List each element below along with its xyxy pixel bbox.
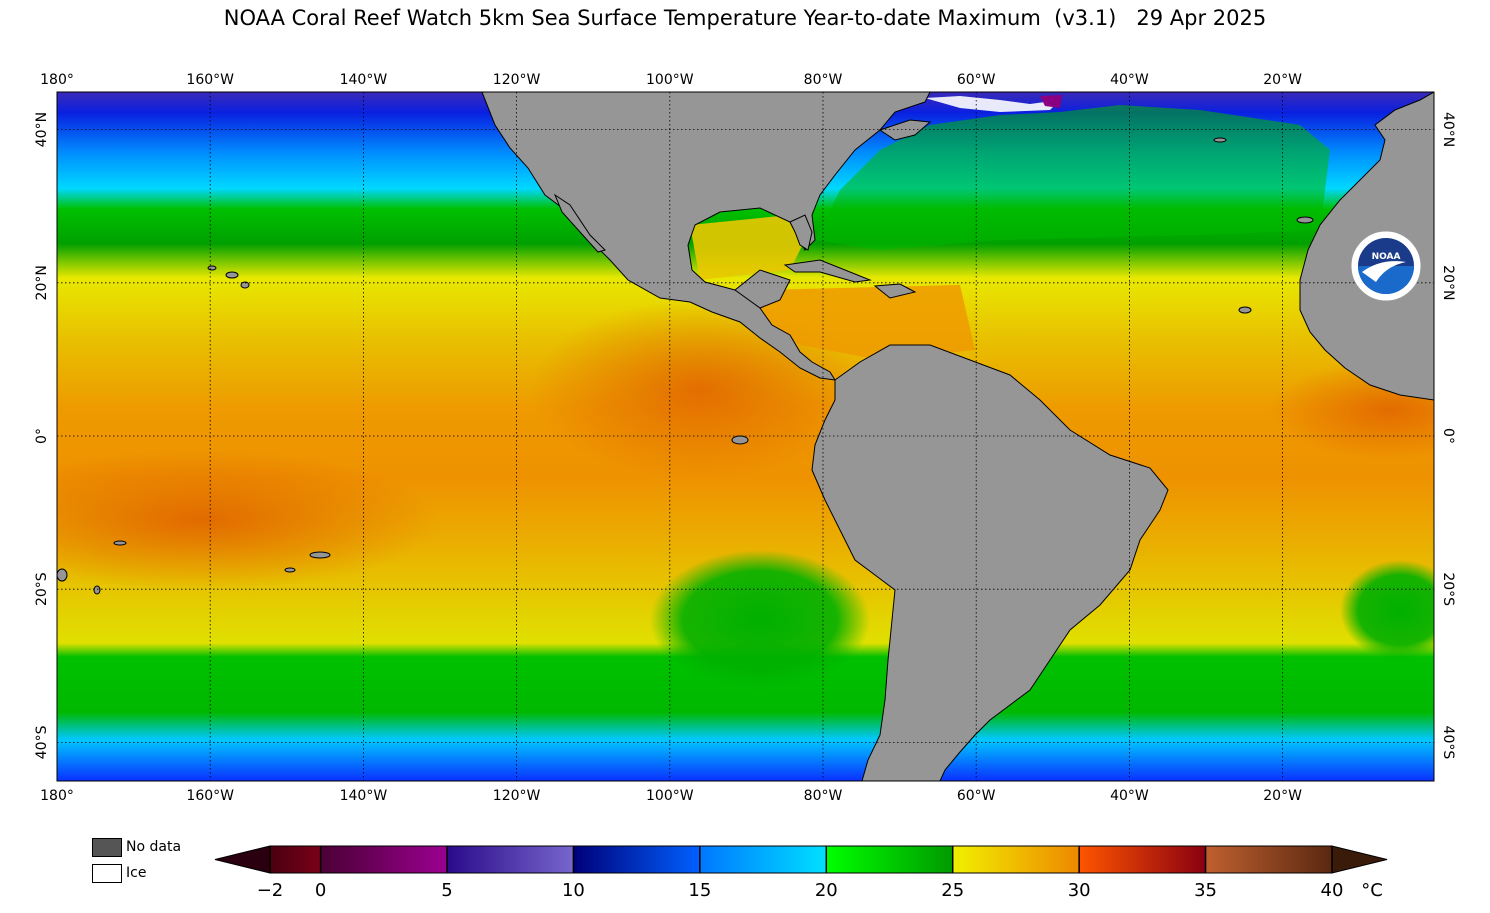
lon-label-top: 180° xyxy=(40,72,74,88)
lat-label-left: 40°S xyxy=(34,725,50,759)
colorbar-tick-label: 5 xyxy=(441,880,452,901)
colorbar-tick-label: 15 xyxy=(688,880,711,901)
colorbar-tick-label: 30 xyxy=(1068,880,1091,901)
land-layer xyxy=(57,92,1434,781)
colorbar-segment xyxy=(1205,846,1332,873)
colorbar-segment xyxy=(1079,846,1206,873)
colorbar-segment xyxy=(320,846,447,873)
south-america xyxy=(811,344,1169,781)
colorbar-segment xyxy=(826,846,953,873)
colorbar-tick-label: −2 xyxy=(257,880,284,901)
colorbar-tick-label: 25 xyxy=(941,880,964,901)
ice-label: Ice xyxy=(126,865,147,881)
lat-label-right: 0° xyxy=(1440,428,1456,444)
lat-label-right: 20°N xyxy=(1440,265,1456,300)
lat-label-left: 20°N xyxy=(34,265,50,300)
colorbar-tick-label: 10 xyxy=(562,880,585,901)
colorbar-unit: °C xyxy=(1361,880,1383,901)
colorbar-segment xyxy=(573,846,700,873)
lon-label-bottom: 140°W xyxy=(340,788,388,804)
lon-label-bottom: 100°W xyxy=(646,788,694,804)
lat-label-left: 20°S xyxy=(34,572,50,606)
colorbar: −2 0 5 10 15 20 25 30 35 40 °C xyxy=(214,845,1388,901)
lat-label-right: 40°N xyxy=(1440,112,1456,147)
lon-label-bottom: 160°W xyxy=(186,788,234,804)
lon-label-top: 40°W xyxy=(1110,72,1149,88)
colorbar-tick-label: 20 xyxy=(815,880,838,901)
lon-label-bottom: 120°W xyxy=(493,788,541,804)
lon-label-bottom: 40°W xyxy=(1110,788,1149,804)
lat-label-left: 0° xyxy=(34,428,50,444)
longitude-labels-top: 180° 160°W 140°W 120°W 100°W 80°W 60°W 40°W 20°W xyxy=(40,72,1302,88)
lon-label-top: 120°W xyxy=(493,72,541,88)
colorbar-segment xyxy=(447,846,574,873)
noaa-logo: NOAA xyxy=(1350,230,1422,302)
colorbar-segment xyxy=(699,846,827,873)
colorbar-tick-label: 40 xyxy=(1321,880,1344,901)
lon-label-top: 140°W xyxy=(340,72,388,88)
no-data-label: No data xyxy=(126,839,182,855)
lat-label-right: 20°S xyxy=(1440,572,1456,606)
no-data-swatch xyxy=(92,838,122,857)
north-america xyxy=(481,92,931,381)
lon-label-top: 80°W xyxy=(804,72,843,88)
colorbar-under-arrow xyxy=(214,845,271,874)
colorbar-segment xyxy=(952,846,1080,873)
lat-label-left: 40°N xyxy=(34,112,50,147)
colorbar-segment xyxy=(270,846,321,873)
lon-label-top: 20°W xyxy=(1263,72,1302,88)
lon-label-bottom: 80°W xyxy=(804,788,843,804)
map-frame xyxy=(56,91,1435,782)
latitude-labels-left: 40°N 20°N 0° 20°S 40°S xyxy=(34,112,50,759)
lon-label-top: 60°W xyxy=(957,72,996,88)
graticule xyxy=(57,92,1434,781)
colorbar-over-arrow xyxy=(1331,845,1388,874)
lon-label-bottom: 20°W xyxy=(1263,788,1302,804)
longitude-labels-bottom: 180° 160°W 140°W 120°W 100°W 80°W 60°W 40°W 20°W xyxy=(40,788,1302,804)
svg-text:NOAA: NOAA xyxy=(1372,252,1401,262)
colorbar-tick-label: 0 xyxy=(315,880,326,901)
ice-swatch xyxy=(92,864,122,883)
lat-label-right: 40°S xyxy=(1440,726,1456,760)
lon-label-bottom: 60°W xyxy=(957,788,996,804)
lon-label-bottom: 180° xyxy=(40,788,74,804)
latitude-labels-right: 40°N 20°N 0° 20°S 40°S xyxy=(1440,112,1456,759)
lon-label-top: 100°W xyxy=(646,72,694,88)
colorbar-tick-label: 35 xyxy=(1194,880,1217,901)
map-title: NOAA Coral Reef Watch 5km Sea Surface Te… xyxy=(223,6,1267,30)
lon-label-top: 160°W xyxy=(186,72,234,88)
